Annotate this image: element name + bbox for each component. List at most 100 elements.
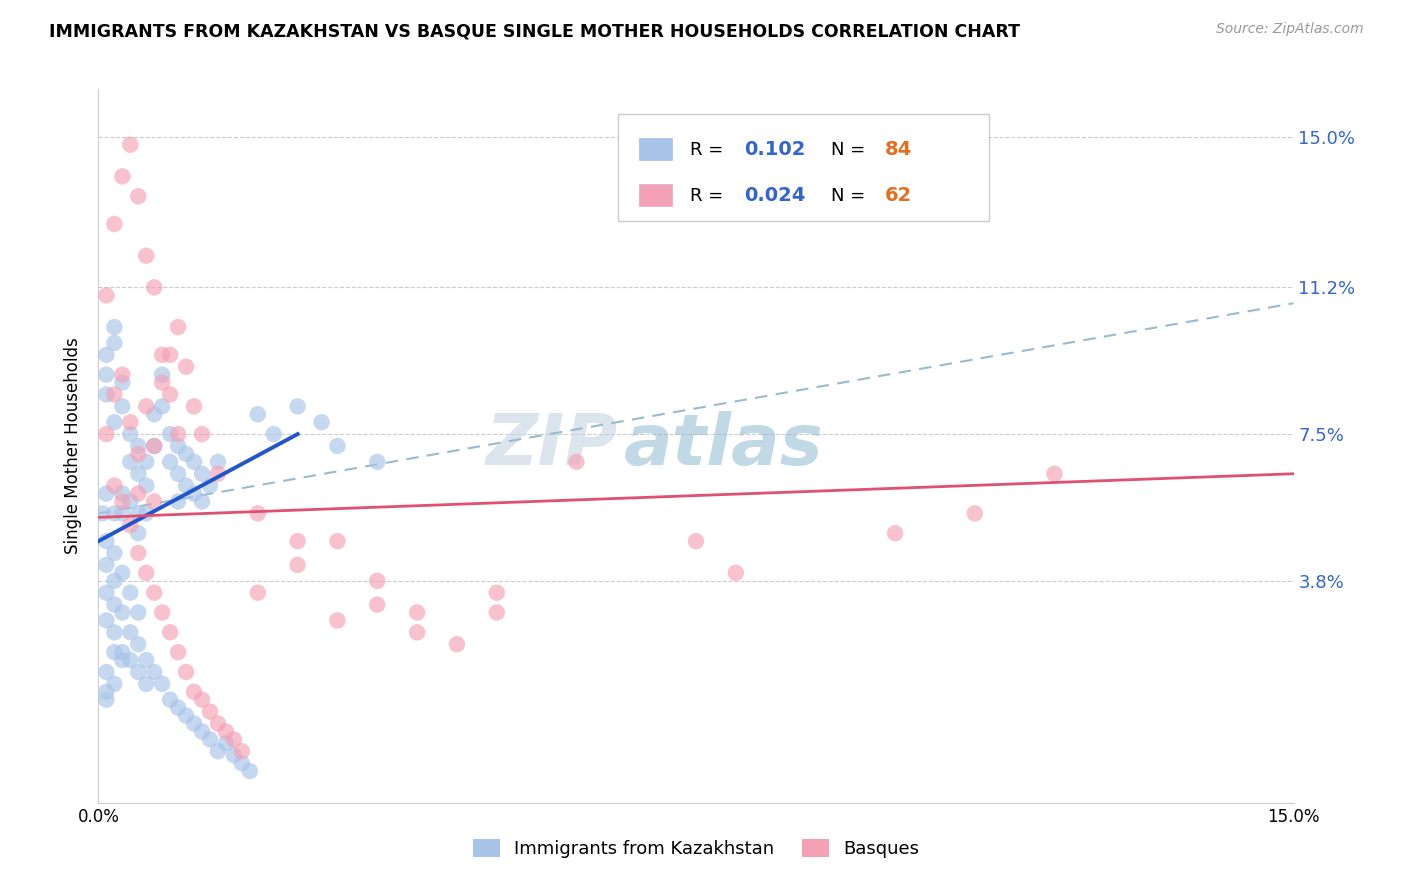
Point <box>191 494 214 508</box>
Point <box>120 415 142 429</box>
Y-axis label: Single Mother Households: Single Mother Households <box>65 338 83 554</box>
Point <box>103 546 125 560</box>
Point <box>103 335 125 350</box>
Point <box>120 625 142 640</box>
Point <box>183 685 205 699</box>
Point <box>103 478 125 492</box>
Point <box>96 348 118 362</box>
Point <box>143 494 166 508</box>
Point <box>565 455 588 469</box>
Point <box>127 189 149 203</box>
Point <box>96 558 118 572</box>
Point <box>96 486 118 500</box>
Point <box>96 288 118 302</box>
Point <box>135 507 157 521</box>
Point <box>103 217 125 231</box>
Text: N =: N = <box>831 186 870 204</box>
Point <box>406 625 429 640</box>
Point <box>111 645 134 659</box>
Point <box>215 736 238 750</box>
Point <box>127 439 149 453</box>
Bar <box>638 137 672 160</box>
Point <box>135 677 157 691</box>
Point <box>287 558 309 572</box>
Point <box>127 467 149 481</box>
Point <box>103 677 125 691</box>
Point <box>150 368 173 382</box>
Point <box>326 534 349 549</box>
Point <box>103 415 125 429</box>
Point <box>135 249 157 263</box>
Point <box>111 400 134 414</box>
Point <box>366 598 388 612</box>
Point <box>183 716 205 731</box>
Point <box>135 566 157 580</box>
Point <box>246 585 269 599</box>
Point <box>103 645 125 659</box>
Point <box>150 677 173 691</box>
Point <box>127 606 149 620</box>
Point <box>120 137 142 152</box>
Point <box>239 764 262 778</box>
Point <box>143 665 166 679</box>
Point <box>366 574 388 588</box>
Point <box>96 368 118 382</box>
Point <box>127 507 149 521</box>
Point <box>198 705 221 719</box>
Point <box>127 447 149 461</box>
Point <box>96 614 118 628</box>
Point <box>96 665 118 679</box>
Point <box>167 700 190 714</box>
Point <box>96 692 118 706</box>
Legend: Immigrants from Kazakhstan, Basques: Immigrants from Kazakhstan, Basques <box>465 831 927 865</box>
Point <box>91 507 114 521</box>
FancyBboxPatch shape <box>619 114 988 221</box>
Text: Source: ZipAtlas.com: Source: ZipAtlas.com <box>1216 22 1364 37</box>
Point <box>111 494 134 508</box>
Point <box>96 534 118 549</box>
Text: R =: R = <box>690 141 728 159</box>
Point <box>174 359 197 374</box>
Point <box>127 665 149 679</box>
Point <box>120 455 142 469</box>
Point <box>366 455 388 469</box>
Point <box>198 478 221 492</box>
Point <box>326 614 349 628</box>
Point <box>127 637 149 651</box>
Point <box>174 447 197 461</box>
Point <box>183 455 205 469</box>
Point <box>96 427 118 442</box>
Point <box>120 518 142 533</box>
Point <box>167 645 190 659</box>
Point <box>191 724 214 739</box>
Point <box>485 606 508 620</box>
Point <box>231 756 253 771</box>
Point <box>207 716 229 731</box>
Point <box>120 653 142 667</box>
Point <box>191 427 214 442</box>
Point <box>127 526 149 541</box>
Point <box>159 387 181 401</box>
Point <box>246 507 269 521</box>
Text: N =: N = <box>831 141 870 159</box>
Point <box>127 546 149 560</box>
Point <box>207 467 229 481</box>
Point <box>191 692 214 706</box>
Point <box>159 348 181 362</box>
Point <box>103 320 125 334</box>
Point <box>159 625 181 640</box>
Point <box>150 606 173 620</box>
Point <box>207 744 229 758</box>
Point <box>143 439 166 453</box>
Point <box>685 534 707 549</box>
Point <box>167 320 190 334</box>
Point <box>143 439 166 453</box>
Point <box>111 566 134 580</box>
Point <box>150 376 173 390</box>
Point <box>127 486 149 500</box>
Point <box>143 280 166 294</box>
Point <box>96 685 118 699</box>
Point <box>143 407 166 421</box>
Point <box>191 467 214 481</box>
Text: R =: R = <box>690 186 728 204</box>
